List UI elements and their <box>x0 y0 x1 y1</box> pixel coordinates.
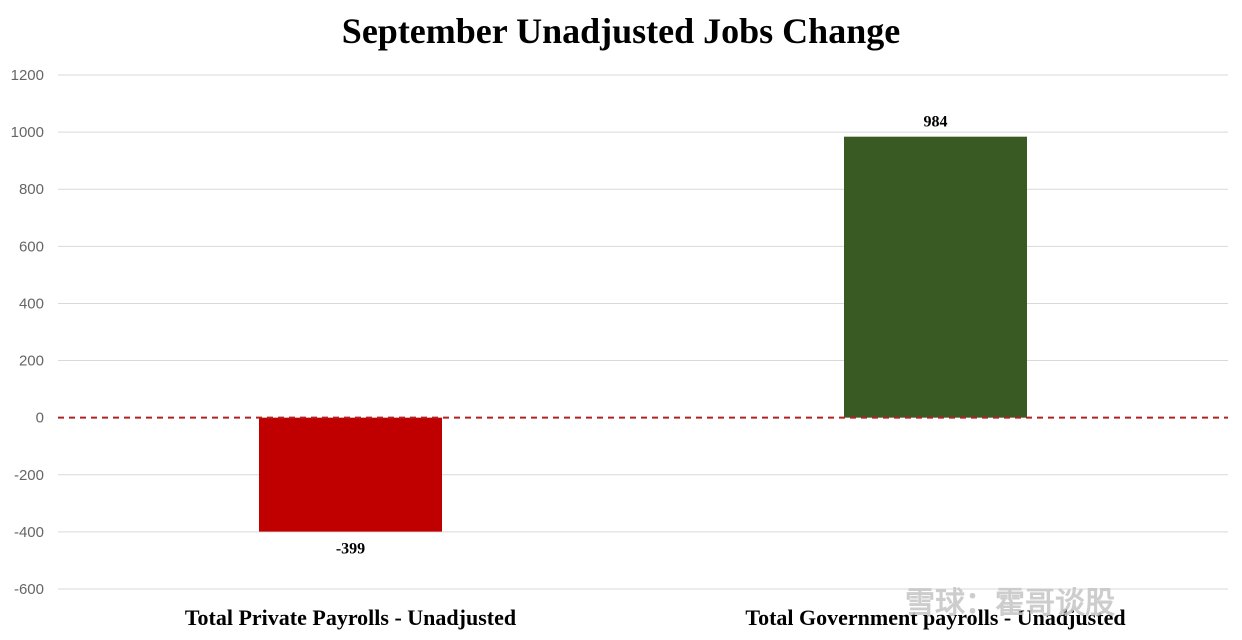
y-tick-label: -200 <box>14 467 44 484</box>
data-label-1: -399 <box>336 541 365 558</box>
category-labels: Total Private Payrolls - Unadjusted Total… <box>185 605 1126 630</box>
y-axis-ticks: 1200 1000 800 600 400 200 0 -200 -400 -600 <box>11 67 44 598</box>
bar-2 <box>844 136 1027 418</box>
category-label-2: Total Government payrolls - Unadjusted <box>745 605 1125 630</box>
gridlines <box>58 74 1228 590</box>
chart-title: September Unadjusted Jobs Change <box>341 11 901 51</box>
y-tick-label: 0 <box>36 410 44 427</box>
y-tick-label: 800 <box>19 181 44 198</box>
data-labels: -399 984 <box>336 114 948 558</box>
y-tick-label: 1200 <box>11 67 44 84</box>
data-label-2: 984 <box>924 114 948 131</box>
bar-1 <box>259 417 442 532</box>
y-tick-label: -600 <box>14 581 44 598</box>
category-label-1: Total Private Payrolls - Unadjusted <box>185 605 516 630</box>
y-tick-label: 1000 <box>11 124 44 141</box>
watermark: 雪球：霍哥谈股 <box>905 586 1115 621</box>
bars <box>259 136 1027 532</box>
y-tick-label: -400 <box>14 524 44 541</box>
y-tick-label: 600 <box>19 238 44 255</box>
y-tick-label: 400 <box>19 295 44 312</box>
y-tick-label: 200 <box>19 353 44 370</box>
